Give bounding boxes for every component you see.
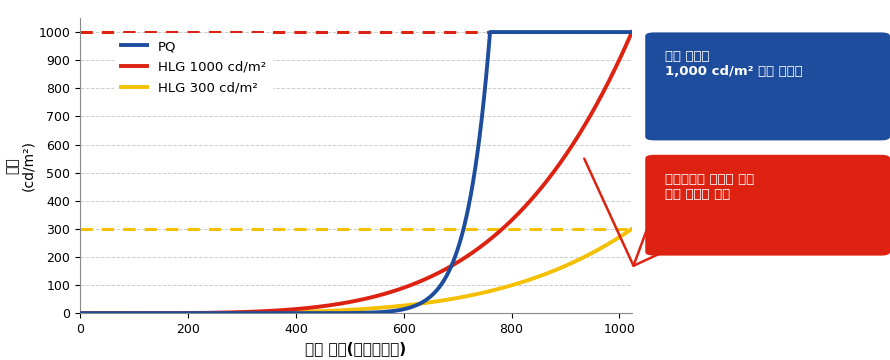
Line: PQ: PQ xyxy=(80,32,632,313)
HLG 1000 cd/m² xyxy=(75,311,85,315)
HLG 300 cd/m² xyxy=(75,311,85,315)
HLG 1000 cd/m² xyxy=(171,311,182,315)
Line: HLG 300 cd/m²: HLG 300 cd/m² xyxy=(80,229,632,313)
HLG 1000 cd/m² xyxy=(616,54,627,58)
HLG 300 cd/m² xyxy=(627,227,637,231)
PQ xyxy=(171,311,182,315)
PQ xyxy=(311,311,321,315)
HLG 300 cd/m² xyxy=(616,234,627,238)
HLG 300 cd/m² xyxy=(556,265,567,270)
PQ xyxy=(75,311,85,315)
Text: 최대 밝기가
1,000 cd/m² 으로 고정됨: 최대 밝기가 1,000 cd/m² 으로 고정됨 xyxy=(665,50,803,78)
HLG 1000 cd/m² xyxy=(287,307,297,312)
Legend: PQ, HLG 1000 cd/m², HLG 300 cd/m²: PQ, HLG 1000 cd/m², HLG 300 cd/m² xyxy=(114,33,272,102)
HLG 300 cd/m² xyxy=(311,309,321,314)
HLG 300 cd/m² xyxy=(287,310,297,314)
HLG 300 cd/m² xyxy=(171,311,182,315)
X-axis label: 입력 계조(그라데이션): 입력 계조(그라데이션) xyxy=(305,342,407,356)
HLG 1000 cd/m² xyxy=(138,311,149,315)
PQ xyxy=(287,311,297,315)
Text: 디스플레이 장치에 따라
최대 밝기가 변화: 디스플레이 장치에 따라 최대 밝기가 변화 xyxy=(665,173,754,201)
Y-axis label: 밝기
(cd/m²): 밝기 (cd/m²) xyxy=(5,140,36,191)
PQ xyxy=(616,30,627,34)
PQ xyxy=(485,30,496,34)
PQ xyxy=(556,30,567,34)
PQ xyxy=(138,311,149,315)
HLG 1000 cd/m² xyxy=(627,30,637,34)
HLG 1000 cd/m² xyxy=(556,159,567,163)
PQ xyxy=(627,30,637,34)
Line: HLG 1000 cd/m²: HLG 1000 cd/m² xyxy=(80,32,632,313)
HLG 300 cd/m² xyxy=(138,311,149,315)
HLG 1000 cd/m² xyxy=(311,305,321,309)
